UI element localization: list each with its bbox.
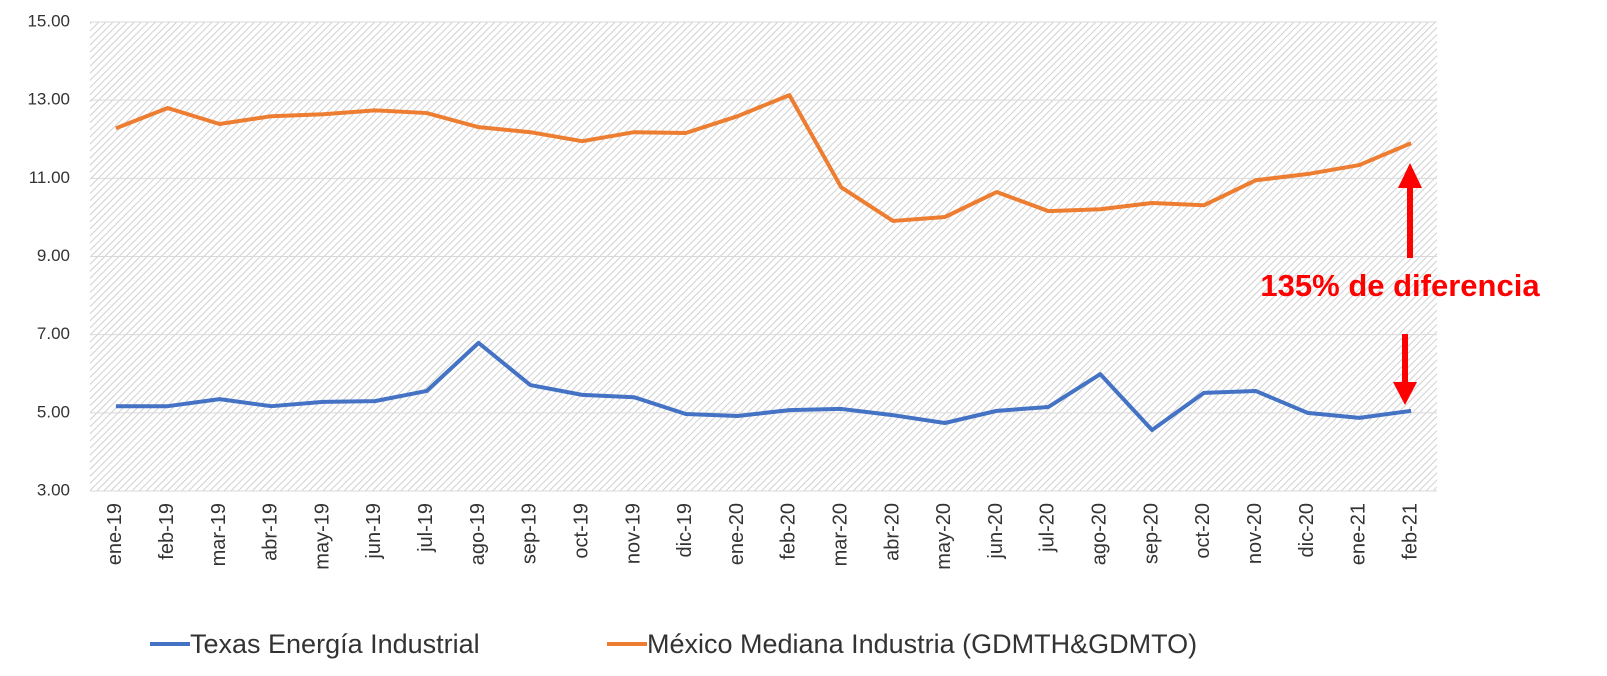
x-tick-label: oct-19	[570, 503, 592, 559]
annotation: 135% de diferencia	[1260, 268, 1540, 303]
x-tick-label: nov-20	[1244, 503, 1266, 564]
x-tick-label: may-19	[311, 503, 333, 570]
x-tick-label: jun-20	[985, 503, 1007, 560]
x-tick-label: jun-19	[363, 503, 385, 560]
x-tick-label: sep-20	[1140, 503, 1162, 564]
x-tick-label: jul-20	[1037, 503, 1059, 553]
legend-item: Texas Energía Industrial	[150, 629, 480, 659]
x-tick-label: ene-21	[1348, 503, 1370, 565]
series-line	[115, 93, 1412, 223]
x-tick-label: may-20	[933, 503, 955, 570]
y-tick-label: 3.00	[37, 480, 70, 499]
y-tick-label: 11.00	[29, 168, 70, 187]
legend-item: México Mediana Industria (GDMTH&GDMTO)	[607, 629, 1197, 659]
y-tick-label: 5.00	[37, 402, 70, 421]
y-tick-label: 15.00	[27, 11, 70, 30]
x-tick-label: ago-20	[1089, 503, 1111, 565]
x-tick-label: jul-19	[415, 503, 437, 553]
x-tick-label: dic-19	[674, 503, 696, 557]
x-tick-label: oct-20	[1192, 503, 1214, 559]
y-tick-label: 7.00	[37, 324, 70, 343]
x-tick-label: sep-19	[519, 503, 541, 564]
legend-label: Texas Energía Industrial	[190, 629, 480, 659]
x-tick-label: dic-20	[1296, 503, 1318, 557]
y-tick-label: 9.00	[37, 246, 70, 265]
arrow-up	[1398, 163, 1422, 258]
x-tick-label: nov-19	[622, 503, 644, 564]
arrow-down	[1393, 334, 1417, 405]
x-tick-label: feb-20	[778, 503, 800, 560]
x-tick-label: ene-19	[104, 503, 126, 565]
x-tick-label: ene-20	[726, 503, 748, 565]
x-tick-label: mar-19	[208, 503, 230, 566]
y-tick-label: 13.00	[27, 90, 70, 109]
x-tick-label: feb-21	[1399, 503, 1421, 560]
legend-label: México Mediana Industria (GDMTH&GDMTO)	[647, 629, 1197, 659]
x-tick-label: mar-20	[829, 503, 851, 566]
x-tick-label: abr-20	[881, 503, 903, 561]
x-tick-label: feb-19	[156, 503, 178, 560]
x-tick-label: abr-19	[260, 503, 282, 561]
x-tick-label: ago-19	[467, 503, 489, 565]
series-line	[115, 340, 1412, 433]
